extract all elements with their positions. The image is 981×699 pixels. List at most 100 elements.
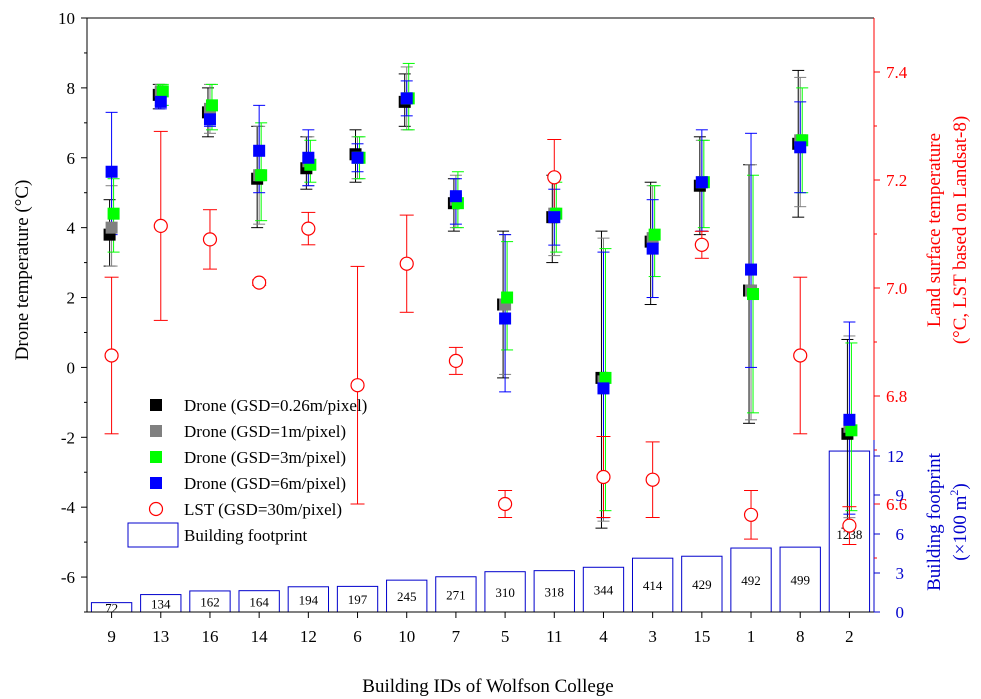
drone-point-3-13 bbox=[154, 95, 167, 108]
lst-point-3 bbox=[645, 472, 660, 487]
footprint-unit-sup: 2 bbox=[947, 490, 961, 496]
lst-point-6 bbox=[350, 378, 365, 393]
x-tick-label: 4 bbox=[599, 627, 608, 646]
right-tick-label: 6.8 bbox=[886, 387, 907, 406]
legend-marker-footprint bbox=[127, 522, 179, 548]
right-axis-title-line1: Land surface temperature bbox=[924, 133, 945, 327]
drone-point-3-11 bbox=[548, 211, 561, 224]
left-tick-label: 8 bbox=[67, 79, 76, 98]
x-tick-label: 3 bbox=[648, 627, 657, 646]
drone-point-3-3 bbox=[646, 242, 659, 255]
drone-point-3-16 bbox=[203, 113, 216, 126]
legend-marker-1 bbox=[150, 425, 162, 437]
footprint-unit-pre: (×100 m bbox=[950, 495, 971, 560]
right-tick-label: 7.0 bbox=[886, 279, 907, 298]
left-axis-title: Drone temperature (°C) bbox=[12, 180, 33, 361]
drone-point-3-10 bbox=[400, 92, 413, 105]
x-tick-label: 1 bbox=[747, 627, 756, 646]
lst-point-14 bbox=[252, 275, 267, 290]
footprint-bars: 72 134 162 164 194 197 245 271 310 318 344 414 429 49… bbox=[90, 450, 871, 615]
drone-point-3-14 bbox=[253, 144, 266, 157]
legend: Drone (GSD=0.26m/pixel) Drone (GSD=1m/pix… bbox=[127, 396, 367, 548]
drone-point-2-13 bbox=[156, 85, 169, 98]
data-markers bbox=[103, 85, 858, 533]
lst-point-1 bbox=[743, 507, 759, 522]
left-tick-label: -4 bbox=[61, 498, 76, 517]
x-tick-label: 7 bbox=[452, 627, 461, 646]
footprint-axis-title-line2: (×100 m2) bbox=[947, 483, 971, 560]
legend-label: Building footprint bbox=[184, 526, 308, 545]
drone-point-2-1 bbox=[747, 288, 760, 301]
footprint-value-label: 271 bbox=[446, 587, 466, 602]
drone-point-3-4 bbox=[597, 382, 610, 395]
lst-point-15 bbox=[694, 237, 709, 252]
footprint-tick-label: 3 bbox=[896, 564, 905, 583]
lst-point-12 bbox=[301, 221, 316, 236]
x-tick-label: 10 bbox=[398, 627, 415, 646]
drone-point-2-14 bbox=[255, 169, 268, 182]
x-tick-label: 2 bbox=[845, 627, 854, 646]
drone-point-2-4 bbox=[599, 371, 612, 384]
x-tick-label: 9 bbox=[107, 627, 116, 646]
lst-point-8 bbox=[793, 348, 808, 363]
drone-point-2-16 bbox=[205, 99, 218, 112]
x-tick-label: 16 bbox=[201, 627, 218, 646]
footprint-axis-title-line1: Building footprint bbox=[924, 452, 945, 590]
x-tick-label: 5 bbox=[501, 627, 510, 646]
footprint-value-label: 162 bbox=[200, 594, 220, 609]
left-tick-label: -6 bbox=[61, 568, 75, 587]
drone-point-3-7 bbox=[449, 190, 462, 203]
right-tick-label: 7.2 bbox=[886, 171, 907, 190]
x-tick-label: 12 bbox=[300, 627, 317, 646]
legend-marker-0 bbox=[150, 399, 162, 411]
drone-point-3-5 bbox=[499, 312, 512, 325]
drone-point-3-6 bbox=[351, 151, 364, 164]
footprint-value-label: 197 bbox=[348, 592, 368, 607]
drone-point-3-8 bbox=[794, 141, 807, 154]
footprint-value-label: 499 bbox=[790, 573, 810, 588]
x-tick-label: 15 bbox=[693, 627, 710, 646]
left-tick-label: 6 bbox=[67, 149, 76, 168]
footprint-tick-label: 6 bbox=[896, 525, 905, 544]
x-tick-label: 14 bbox=[251, 627, 269, 646]
lst-point-11 bbox=[547, 170, 562, 185]
lst-point-10 bbox=[399, 256, 414, 271]
lst-point-16 bbox=[202, 232, 218, 247]
drone-point-2-2 bbox=[845, 424, 858, 437]
drone-point-2-3 bbox=[648, 228, 661, 241]
right-axis-title-line2: (°C, LST based on Landsat-8) bbox=[950, 116, 971, 344]
drone-point-3-2 bbox=[843, 413, 856, 426]
lst-point-13 bbox=[153, 218, 168, 233]
drone-point-2-5 bbox=[501, 291, 514, 304]
drone-point-1-9 bbox=[105, 221, 118, 234]
lst-point-5 bbox=[497, 496, 513, 512]
footprint-tick-label: 9 bbox=[896, 486, 905, 505]
footprint-value-label: 245 bbox=[397, 589, 417, 604]
left-tick-label: 4 bbox=[67, 219, 76, 238]
footprint-value-label: 492 bbox=[741, 573, 761, 588]
drone-point-3-15 bbox=[695, 176, 708, 189]
legend-marker-3 bbox=[150, 477, 162, 489]
legend-marker-lst bbox=[148, 501, 164, 517]
lst-point-4 bbox=[596, 469, 611, 485]
legend-label: Drone (GSD=0.26m/pixel) bbox=[184, 396, 367, 415]
drone-point-3-9 bbox=[105, 165, 118, 178]
footprint-value-label: 344 bbox=[594, 583, 614, 598]
footprint-value-label: 429 bbox=[692, 577, 712, 592]
footprint-value-label: 310 bbox=[495, 585, 515, 600]
lst-point-9 bbox=[104, 348, 119, 363]
footprint-tick-label: 12 bbox=[887, 447, 904, 466]
left-tick-label: 2 bbox=[67, 289, 76, 308]
footprint-tick-label: 0 bbox=[896, 603, 905, 622]
footprint-value-label: 134 bbox=[151, 596, 171, 611]
lst-point-2 bbox=[842, 518, 857, 533]
legend-label: LST (GSD=30m/pixel) bbox=[184, 500, 342, 519]
left-tick-label: 0 bbox=[67, 358, 76, 377]
right-tick-label: 6.6 bbox=[886, 495, 907, 514]
drone-point-3-12 bbox=[302, 151, 315, 164]
right-tick-label: 7.4 bbox=[886, 63, 908, 82]
legend-marker-2 bbox=[150, 451, 162, 463]
footprint-value-label: 414 bbox=[643, 578, 663, 593]
left-tick-label: -2 bbox=[61, 428, 75, 447]
x-tick-label: 8 bbox=[796, 627, 805, 646]
